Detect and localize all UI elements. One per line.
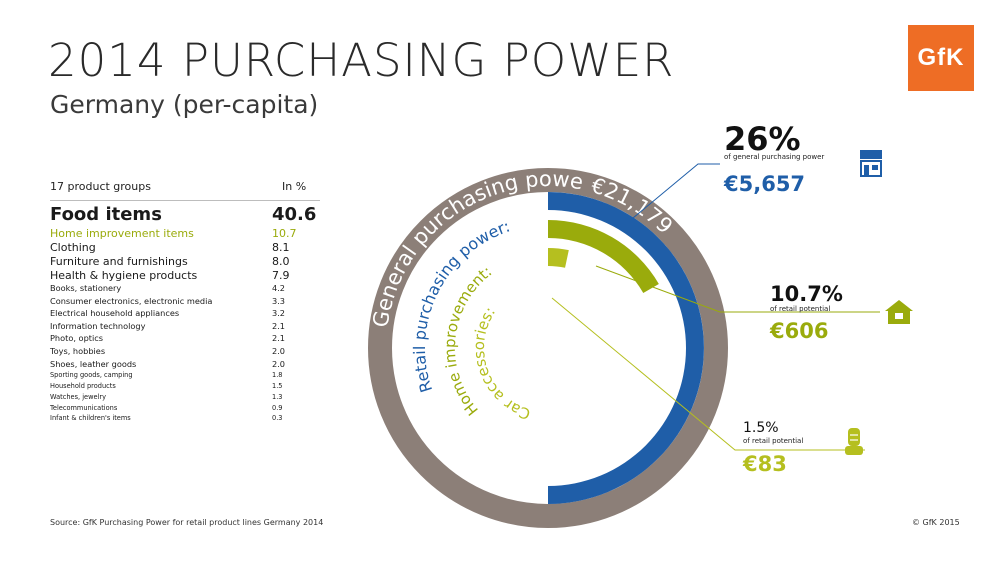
seat-base — [845, 446, 863, 455]
table-row: Electrical household appliances 3.2 — [50, 308, 320, 321]
column-header-group: 17 product groups — [50, 180, 151, 193]
product-group-share: 10.7 — [272, 227, 297, 240]
car-share-pct: 1.5% — [743, 420, 779, 436]
product-group-share: 2.0 — [272, 345, 286, 356]
product-group-share: 1.3 — [272, 392, 283, 401]
table-row: Watches, jewelry 1.3 — [50, 393, 320, 404]
car-leader-line — [551, 297, 865, 451]
product-group-share: 0.3 — [272, 414, 283, 423]
page-subtitle: Germany (per-capita) — [50, 90, 319, 119]
product-group-label: Furniture and furnishings — [50, 255, 188, 268]
product-group-share: 2.1 — [272, 333, 286, 344]
retail-amount: €5,657 — [723, 172, 805, 196]
product-group-label: Telecommunications — [50, 403, 118, 412]
table-row: Health & hygiene products 7.9 — [50, 269, 320, 283]
product-group-label: Books, stationery — [50, 283, 122, 293]
home-leader-line — [595, 265, 880, 313]
home-improvement-bar — [548, 220, 659, 293]
source-note: Source: GfK Purchasing Power for retail … — [50, 518, 324, 527]
product-group-label: Information technology — [50, 320, 146, 331]
table-row: Food items 40.6 — [50, 204, 320, 227]
table-row: Sporting goods, camping 1.8 — [50, 371, 320, 382]
retail-share-note: of general purchasing power — [724, 153, 824, 161]
general-ring-label: General purchasing power: — [0, 0, 585, 329]
store-window — [872, 165, 878, 170]
retail-share-pct: 26% — [724, 120, 801, 158]
table-row: Household products 1.5 — [50, 382, 320, 393]
house-icon — [885, 300, 913, 324]
home-share-note: of retail potential — [770, 305, 830, 313]
car-accessories-bar — [548, 248, 569, 268]
house-window — [895, 313, 903, 319]
table-row: Home improvement items 10.7 — [50, 227, 320, 241]
product-group-label: Health & hygiene products — [50, 269, 198, 282]
table-row: Toys, hobbies 2.0 — [50, 346, 320, 359]
product-group-label: Infant & children's items — [50, 414, 131, 423]
product-group-label: Sporting goods, camping — [50, 371, 133, 380]
table-row: Information technology 2.1 — [50, 321, 320, 334]
product-group-share: 1.8 — [272, 371, 283, 380]
table-row: Shoes, leather goods 2.0 — [50, 359, 320, 372]
table-header: 17 product groups In % — [50, 180, 320, 201]
general-purchasing-power-ring — [368, 168, 728, 528]
product-group-share: 0.9 — [272, 403, 283, 412]
product-group-label: Photo, optics — [50, 333, 104, 344]
home-share-pct: 10.7% — [770, 282, 843, 306]
product-group-share: 7.9 — [272, 269, 290, 282]
table-row: Furniture and furnishings 8.0 — [50, 255, 320, 269]
product-group-share: 4.2 — [272, 283, 286, 293]
product-group-label: Shoes, leather goods — [50, 358, 137, 369]
product-group-share: 8.1 — [272, 241, 290, 254]
page-title: 2014 PURCHASING POWER — [48, 34, 675, 87]
table-row: Infant & children's items 0.3 — [50, 414, 320, 425]
retail-purchasing-power-bar — [548, 192, 704, 504]
product-group-label: Toys, hobbies — [50, 345, 106, 356]
product-group-label: Home improvement items — [50, 227, 194, 240]
gfk-logo: GfK — [908, 25, 974, 91]
product-group-share: 2.1 — [272, 320, 286, 331]
store-roof — [860, 156, 882, 159]
store-icon — [860, 150, 882, 177]
home-amount: €606 — [769, 319, 828, 343]
table-body: Food items 40.6 Home improvement items 10.7… — [50, 204, 320, 425]
product-group-share: 3.3 — [272, 295, 286, 306]
product-group-label: Electrical household appliances — [50, 308, 180, 319]
product-group-label: Consumer electronics, electronic media — [50, 295, 213, 306]
product-group-share: 1.5 — [272, 381, 283, 390]
retail-leader-line — [632, 163, 720, 219]
car-seat-icon — [845, 428, 863, 455]
table-row: Telecommunications 0.9 — [50, 404, 320, 415]
table-row: Consumer electronics, electronic media 3.… — [50, 296, 320, 309]
table-row: Photo, optics 2.1 — [50, 333, 320, 346]
table-row: Clothing 8.1 — [50, 241, 320, 255]
car-share-note: of retail potential — [743, 437, 803, 445]
table-row: Books, stationery 4.2 — [50, 283, 320, 296]
store-door — [864, 165, 869, 176]
house-shape — [885, 300, 913, 324]
copyright-note: © GfK 2015 — [912, 518, 960, 527]
product-group-label: Watches, jewelry — [50, 392, 106, 401]
product-group-share: 3.2 — [272, 308, 286, 319]
column-header-value: In % — [282, 180, 307, 193]
seat-back — [848, 428, 860, 446]
store-body — [860, 160, 882, 177]
car-amount: €83 — [742, 452, 787, 476]
product-group-share: 8.0 — [272, 255, 290, 268]
product-group-share: 40.6 — [272, 204, 317, 225]
product-group-label: Food items — [50, 204, 162, 225]
product-group-label: Household products — [50, 381, 116, 390]
product-group-label: Clothing — [50, 241, 96, 254]
product-group-share: 2.0 — [272, 358, 286, 369]
general-ring-label-text: General purchasing power: — [0, 0, 585, 329]
store-awning — [860, 150, 882, 156]
product-groups-table: 17 product groups In % Food items 40.6 Hom… — [50, 180, 320, 425]
